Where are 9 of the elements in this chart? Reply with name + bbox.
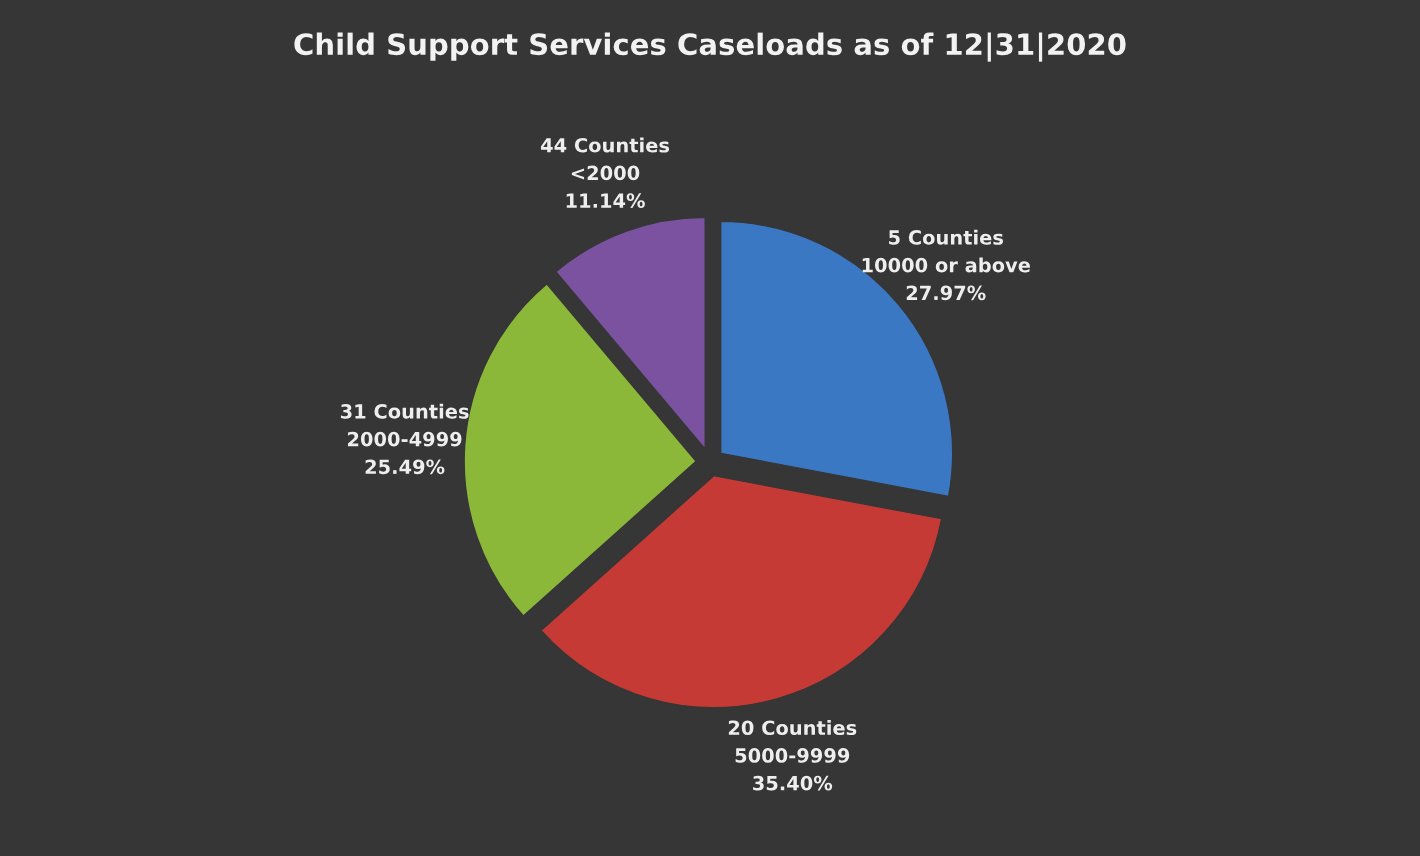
slice-label: 20 Counties 5000-9999	[728, 720, 857, 763]
data-label: 35.40%	[753, 775, 833, 791]
chart-title: Child Support Services Caseloads as of 12|31|2020	[294, 32, 1126, 62]
slice-label: 44 Counties <2000	[540, 137, 670, 181]
slice-label: 5 Counties 10000 or above	[862, 229, 1030, 273]
data-label: 27.97%	[906, 285, 986, 301]
slice-label: 31 Counties 2000-4999	[340, 403, 469, 447]
data-label: 25.49%	[365, 459, 445, 475]
data-label: 11.14%	[566, 193, 645, 208]
